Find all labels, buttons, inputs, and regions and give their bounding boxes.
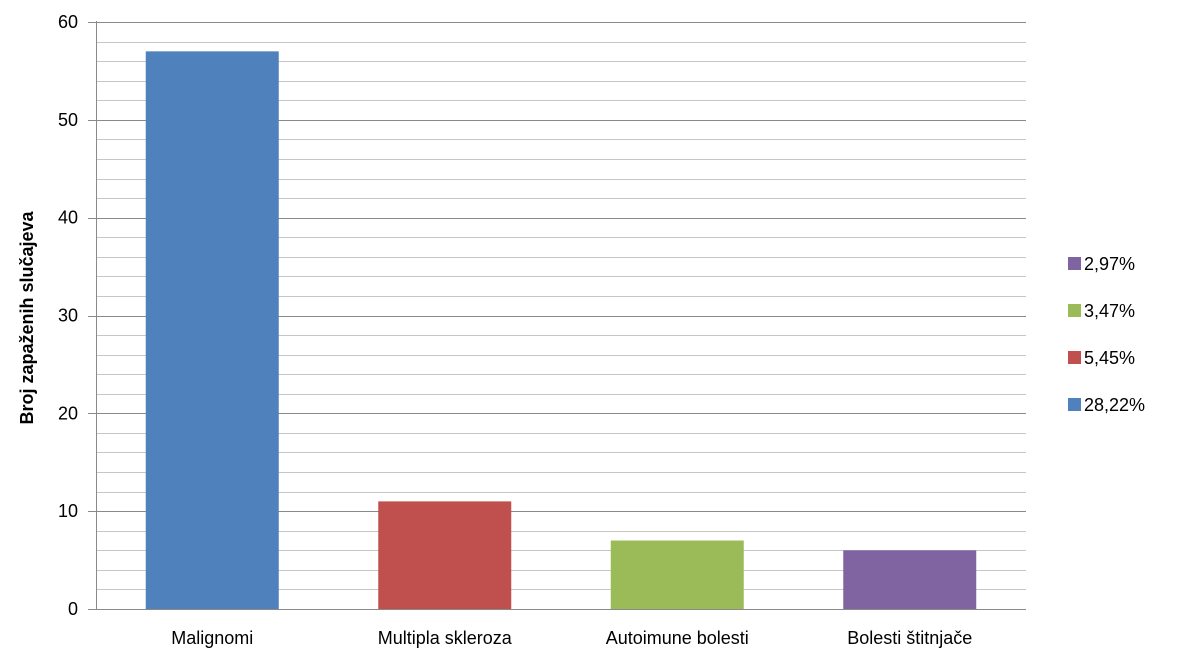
legend-item: 5,45% <box>1068 348 1135 368</box>
bar <box>610 540 744 609</box>
legend-label: 5,45% <box>1084 348 1135 368</box>
y-tick-label: 10 <box>58 501 78 521</box>
y-tick-label: 30 <box>58 306 78 326</box>
legend-swatch <box>1068 257 1081 270</box>
legend-swatch <box>1068 398 1081 411</box>
x-category-labels: Malignomi Multipla skleroza Autoimune bole… <box>171 628 972 648</box>
y-tick-label: 50 <box>58 110 78 130</box>
bar <box>145 51 279 610</box>
bar <box>843 550 977 609</box>
legend-label: 28,22% <box>1084 395 1145 415</box>
y-axis-label: Broj zapaženih slučajeva <box>17 210 37 424</box>
y-tick-labels: 0 10 20 30 40 50 60 <box>58 12 78 619</box>
legend-item: 3,47% <box>1068 301 1135 321</box>
y-tick-label: 20 <box>58 403 78 423</box>
y-tick-label: 0 <box>68 599 78 619</box>
legend-swatch <box>1068 304 1081 317</box>
x-category-label: Multipla skleroza <box>378 628 513 648</box>
y-tick-label: 60 <box>58 12 78 32</box>
y-tick-label: 40 <box>58 208 78 228</box>
legend-item: 28,22% <box>1068 395 1145 415</box>
x-category-label: Autoimune bolesti <box>606 628 749 648</box>
legend-swatch <box>1068 351 1081 364</box>
legend: 2,97% 3,47% 5,45% 28,22% <box>1068 254 1145 415</box>
bars <box>145 51 977 610</box>
bar <box>378 501 512 609</box>
legend-label: 3,47% <box>1084 301 1135 321</box>
x-category-label: Malignomi <box>171 628 253 648</box>
axes <box>88 21 1026 610</box>
x-category-label: Bolesti štitnjače <box>847 628 972 648</box>
legend-item: 2,97% <box>1068 254 1135 274</box>
legend-label: 2,97% <box>1084 254 1135 274</box>
